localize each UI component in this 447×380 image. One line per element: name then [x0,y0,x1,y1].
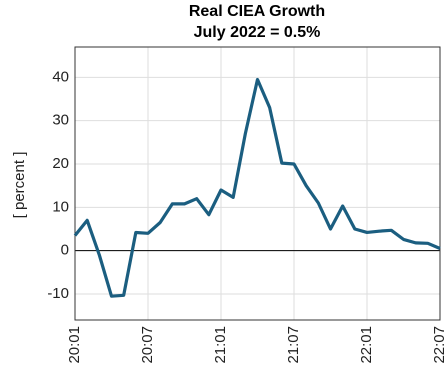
y-tick-label: 10 [52,198,69,215]
data-line [73,77,441,298]
plot-frame [74,46,441,321]
x-tick-label: 21:01 [212,326,229,364]
x-tick-label: 22:07 [431,326,447,364]
y-axis-label: [ percent ] [11,152,28,219]
chart-title: Real CIEA Growth [189,3,325,20]
y-tick-label: 40 [52,68,69,85]
y-tick-label: 20 [52,155,69,172]
x-tick-label: 20:07 [139,326,156,364]
y-tick-label: 30 [52,112,69,129]
chart-subtitle: July 2022 = 0.5% [194,24,321,41]
x-tick-label: 20:01 [66,326,83,364]
y-tick-label: 0 [61,242,69,259]
y-tick-label: -10 [47,285,69,302]
x-tick-label: 21:07 [285,326,302,364]
x-tick-label: 22:01 [358,326,375,364]
